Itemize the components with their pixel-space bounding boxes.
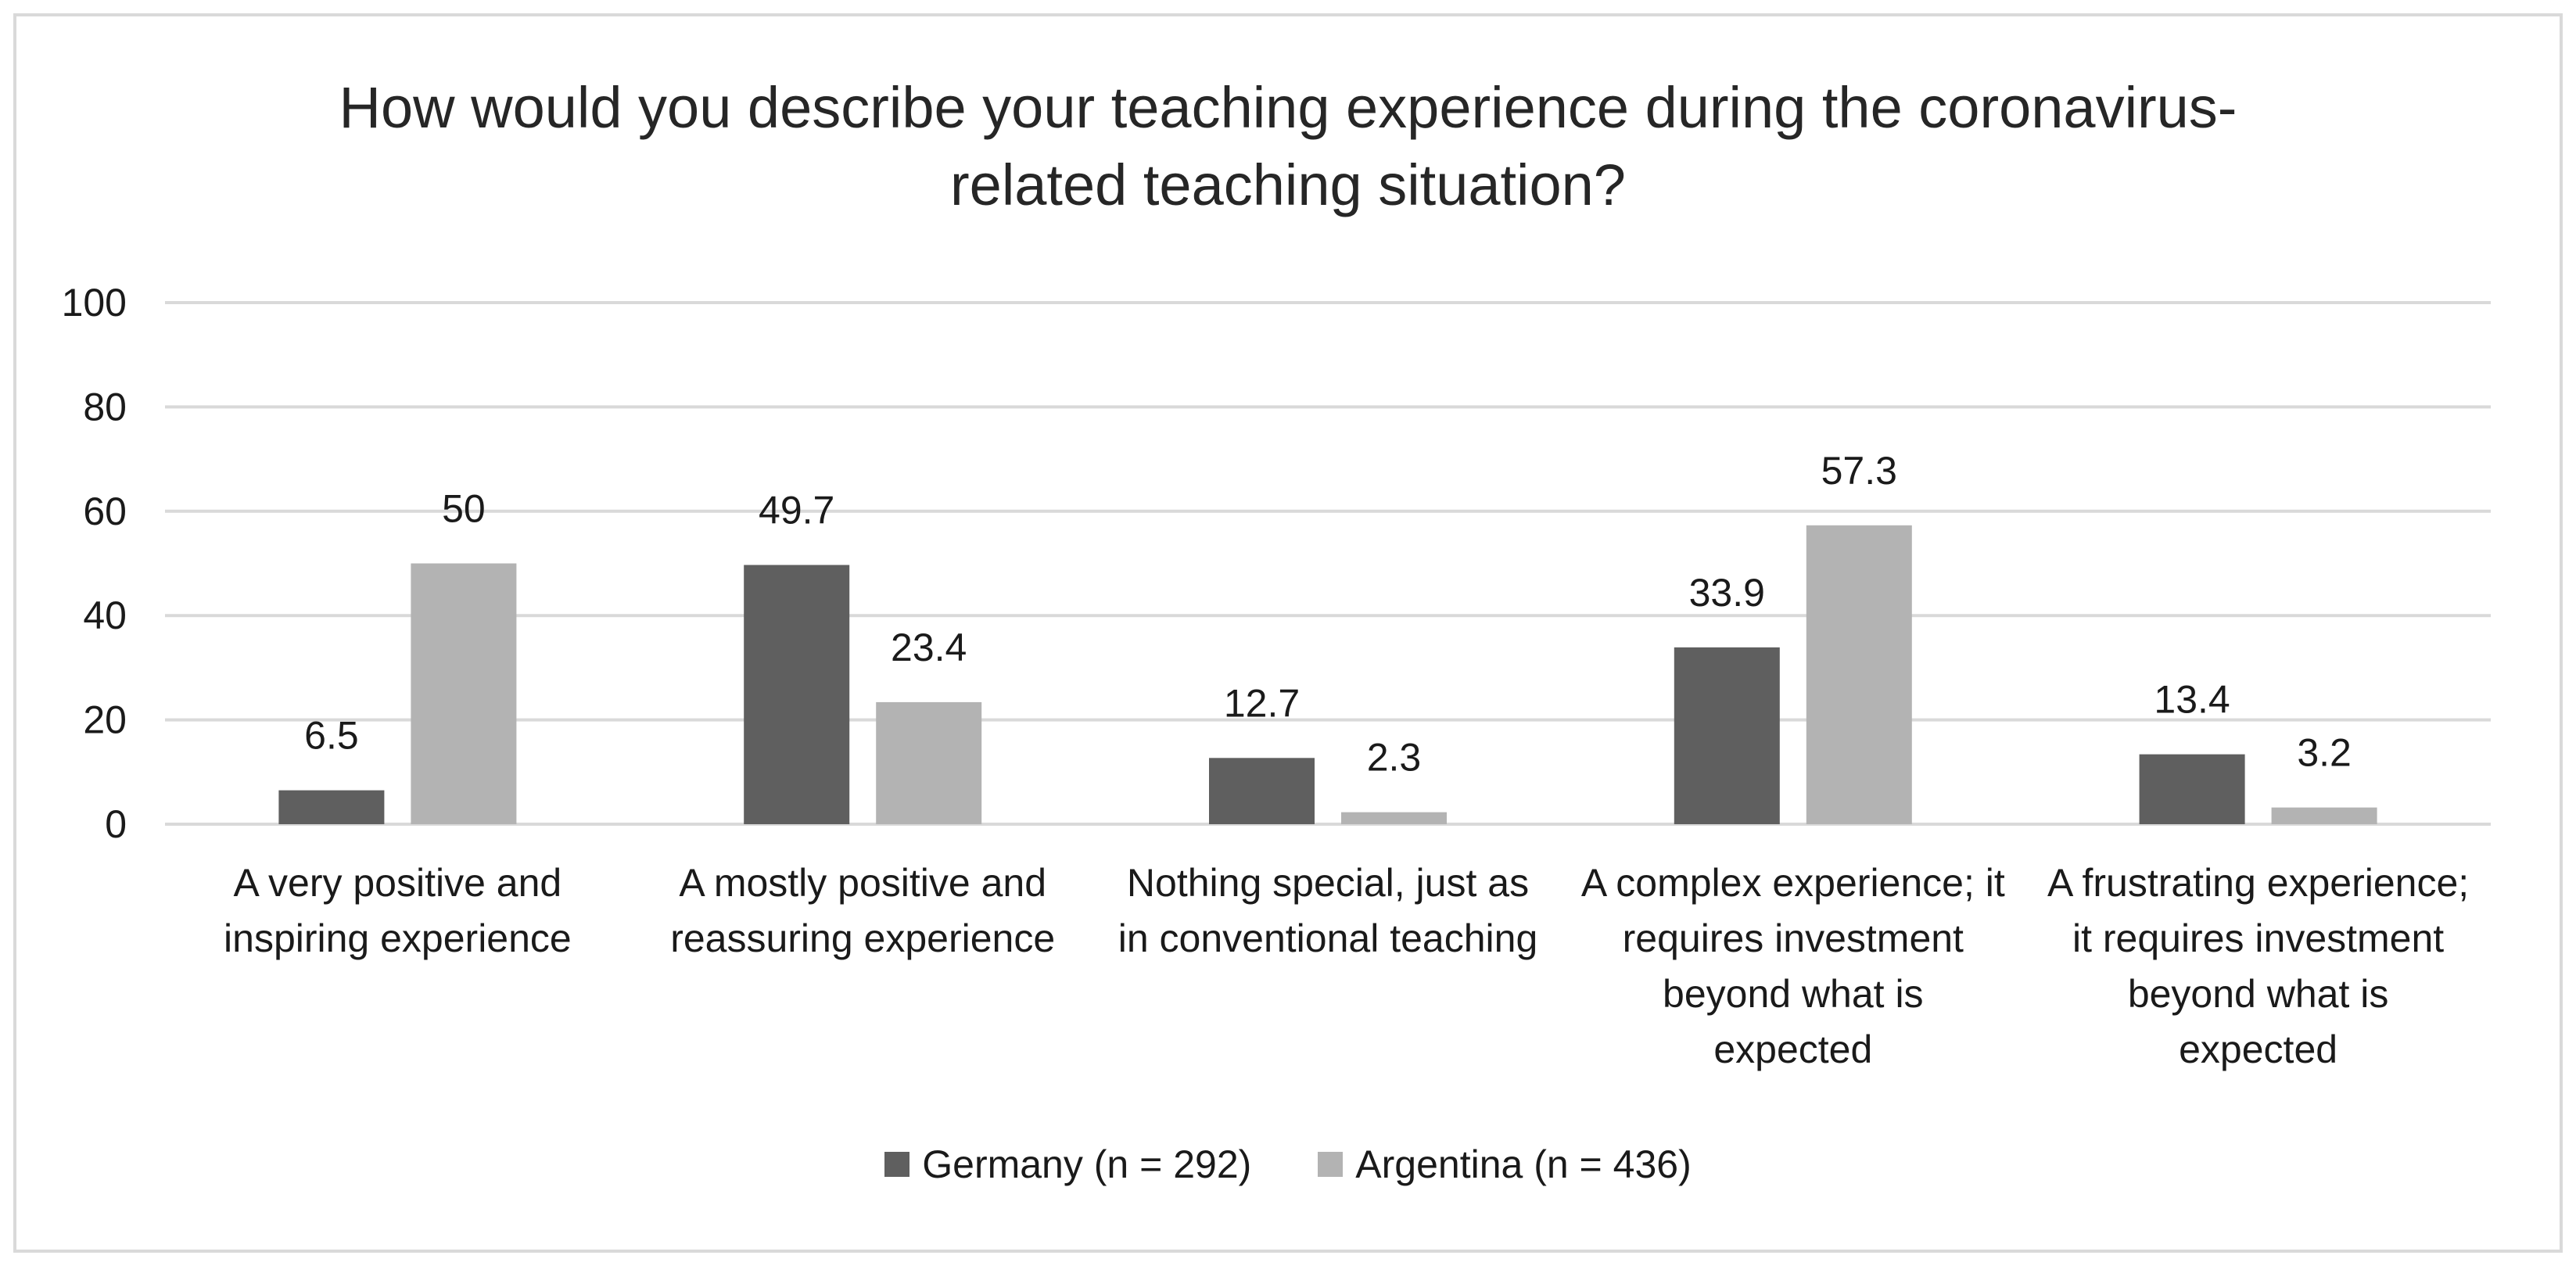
legend-label-germany: Germany (n = 292) [922, 1142, 1252, 1186]
y-tick-label: 80 [83, 385, 127, 429]
bar [1209, 758, 1315, 824]
legend-swatch-germany [884, 1152, 910, 1177]
y-tick-label: 20 [83, 698, 127, 742]
y-tick-label: 0 [105, 802, 127, 846]
data-label: 12.7 [1224, 681, 1300, 725]
bar [744, 565, 850, 824]
legend-label-argentina: Argentina (n = 436) [1355, 1142, 1692, 1186]
data-label: 13.4 [2154, 678, 2230, 722]
bar [1674, 647, 1780, 824]
y-tick-label: 100 [62, 281, 127, 325]
data-label: 23.4 [891, 626, 967, 669]
chart-title: How would you describe your teaching exp… [339, 75, 2237, 217]
data-label: 6.5 [304, 714, 359, 758]
x-tick-label: A frustrating experience; it requires in… [2047, 861, 2470, 1071]
data-label: 57.3 [1821, 449, 1897, 493]
x-tick-label: A very positive and inspiring experience [224, 861, 572, 960]
data-label: 3.2 [2297, 731, 2352, 775]
data-label: 33.9 [1689, 571, 1765, 615]
y-tick-label: 40 [83, 594, 127, 637]
data-label: 49.7 [759, 489, 834, 533]
bar [1341, 812, 1447, 824]
y-tick-label: 60 [83, 490, 127, 533]
legend: Germany (n = 292) Argentina (n = 436) [0, 1137, 2576, 1192]
legend-swatch-argentina [1318, 1152, 1344, 1177]
bar [2271, 807, 2377, 824]
bar [876, 701, 982, 824]
data-label: 50 [442, 487, 486, 531]
legend-item-germany: Germany (n = 292) [884, 1137, 1251, 1192]
bar [411, 563, 517, 824]
x-tick-label: Nothing special, just as in conventional… [1118, 861, 1538, 960]
bar [2139, 754, 2245, 824]
x-tick-label: A complex experience; it requires invest… [1580, 861, 2005, 1071]
bar [278, 790, 385, 824]
x-tick-label: A mostly positive and reassuring experie… [670, 861, 1056, 960]
legend-item-argentina: Argentina (n = 436) [1318, 1137, 1692, 1192]
bar [1806, 525, 1912, 824]
data-label: 2.3 [1367, 736, 1422, 780]
